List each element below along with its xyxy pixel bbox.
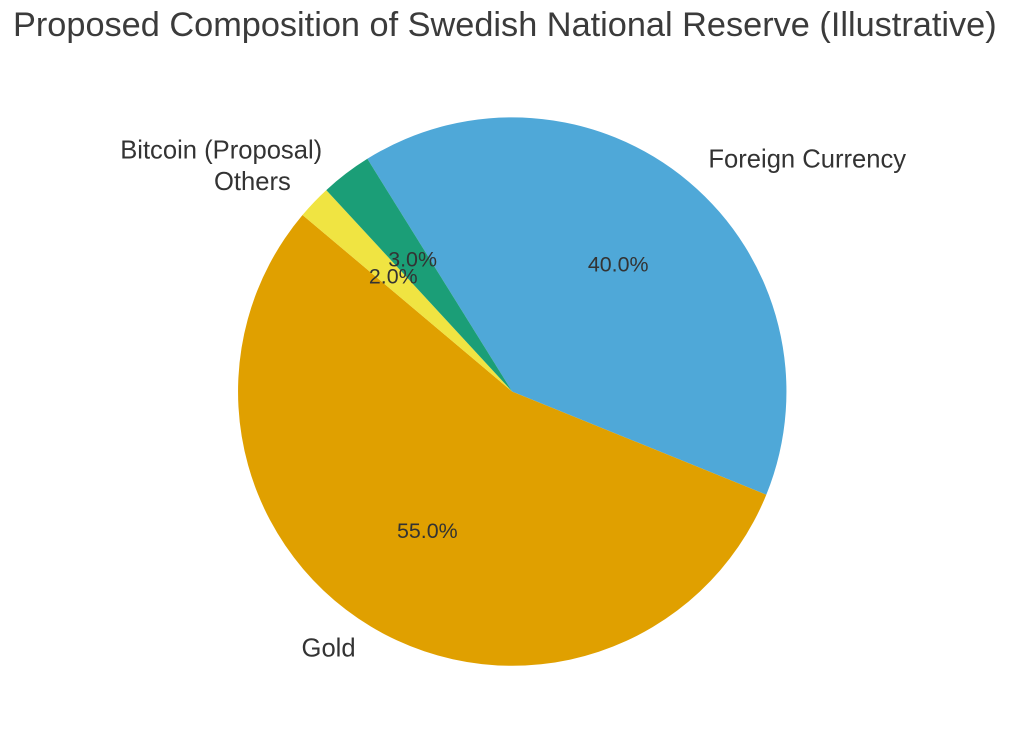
svg-text:Gold: Gold: [302, 635, 356, 663]
svg-text:Foreign Currency: Foreign Currency: [708, 146, 906, 174]
svg-text:55.0%: 55.0%: [397, 519, 458, 543]
svg-text:Bitcoin (Proposal): Bitcoin (Proposal): [120, 136, 322, 164]
svg-text:3.0%: 3.0%: [388, 247, 437, 271]
svg-text:40.0%: 40.0%: [588, 252, 649, 276]
svg-text:Others: Others: [214, 168, 291, 196]
